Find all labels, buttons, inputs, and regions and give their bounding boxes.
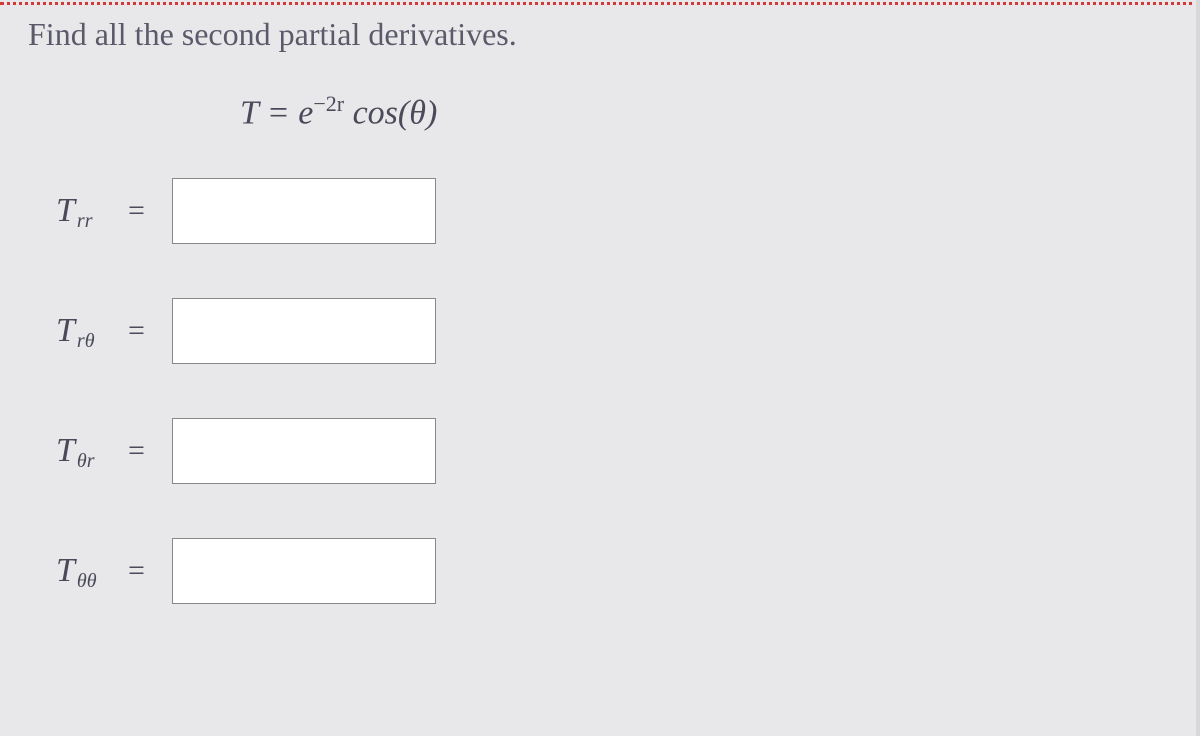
eq-close: ) [426,94,437,131]
equals-trr: = [128,194,172,228]
eq-base: e [298,94,313,131]
sub-ttt: θθ [77,570,97,593]
row-trt: Trθ = [28,296,1172,366]
equals-trt: = [128,314,172,348]
row-ttt: Tθθ = [28,536,1172,606]
main-equation: T = e−2r cos(θ) [240,91,1172,132]
problem-title: Find all the second partial derivatives. [28,16,1172,53]
label-ttr: Tθr [28,432,128,470]
input-ttr[interactable] [172,418,436,484]
var-trt: T [56,312,75,350]
var-ttt: T [56,552,75,590]
sub-trt: rθ [77,330,95,353]
label-trr: Trr [28,192,128,230]
eq-lhs: T [240,94,258,131]
row-trr: Trr = [28,176,1172,246]
row-ttr: Tθr = [28,416,1172,486]
input-trt[interactable] [172,298,436,364]
eq-trig: cos( [344,94,409,131]
eq-exponent: −2r [313,91,344,116]
var-ttr: T [56,432,75,470]
right-edge [1196,0,1200,736]
input-ttt[interactable] [172,538,436,604]
eq-equals: = [258,94,298,131]
eq-angle: θ [409,94,426,131]
top-dotted-border [0,2,1200,5]
equals-ttr: = [128,434,172,468]
label-ttt: Tθθ [28,552,128,590]
content-area: Find all the second partial derivatives.… [0,0,1200,672]
var-trr: T [56,192,75,230]
input-trr[interactable] [172,178,436,244]
sub-trr: rr [77,210,93,233]
sub-ttr: θr [77,450,95,473]
equals-ttt: = [128,554,172,588]
label-trt: Trθ [28,312,128,350]
